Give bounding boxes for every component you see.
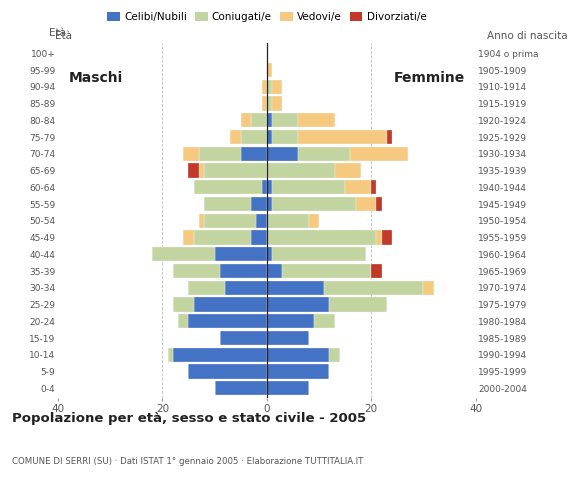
Bar — [267, 63, 272, 77]
Bar — [251, 230, 267, 245]
Bar — [272, 80, 282, 94]
Bar — [387, 130, 392, 144]
Bar — [324, 281, 423, 295]
Bar — [204, 163, 267, 178]
Bar — [188, 281, 225, 295]
Bar — [215, 381, 267, 396]
Bar — [267, 197, 272, 211]
Bar — [309, 214, 319, 228]
Bar — [423, 281, 434, 295]
Bar — [267, 180, 272, 194]
Bar — [272, 130, 298, 144]
Bar — [376, 197, 382, 211]
Bar — [194, 230, 251, 245]
Bar — [152, 247, 215, 262]
Bar — [199, 163, 204, 178]
Bar — [173, 264, 220, 278]
Bar — [272, 247, 366, 262]
Bar — [329, 298, 387, 312]
Bar — [329, 348, 340, 362]
Bar — [173, 298, 194, 312]
Bar — [188, 314, 267, 328]
Bar — [267, 96, 272, 110]
Text: Femmine: Femmine — [394, 72, 465, 85]
Bar — [298, 113, 335, 127]
Legend: Celibi/Nubili, Coniugati/e, Vedovi/e, Divorziati/e: Celibi/Nubili, Coniugati/e, Vedovi/e, Di… — [103, 8, 430, 26]
Bar — [188, 364, 267, 379]
Bar — [335, 163, 361, 178]
Bar — [178, 314, 188, 328]
Bar — [267, 214, 309, 228]
Bar — [267, 364, 329, 379]
Bar — [272, 96, 282, 110]
Bar — [220, 331, 267, 345]
Bar — [199, 147, 241, 161]
Bar — [314, 314, 335, 328]
Bar — [220, 264, 267, 278]
Bar — [230, 130, 241, 144]
Bar — [272, 197, 356, 211]
Bar — [267, 381, 309, 396]
Bar — [267, 80, 272, 94]
Bar — [251, 113, 267, 127]
Bar — [267, 130, 272, 144]
Bar — [371, 180, 376, 194]
Bar — [267, 247, 272, 262]
Bar — [262, 96, 267, 110]
Bar — [241, 113, 251, 127]
Bar — [204, 214, 256, 228]
Bar — [241, 130, 267, 144]
Bar — [267, 163, 335, 178]
Bar — [194, 180, 262, 194]
Bar — [194, 298, 267, 312]
Bar — [282, 264, 371, 278]
Bar — [272, 113, 298, 127]
Bar — [215, 247, 267, 262]
Bar — [350, 147, 408, 161]
Text: Età: Età — [49, 28, 67, 38]
Bar — [188, 163, 199, 178]
Bar — [376, 230, 382, 245]
Bar — [267, 348, 329, 362]
Bar — [262, 80, 267, 94]
Bar — [298, 147, 350, 161]
Bar — [345, 180, 371, 194]
Bar — [267, 331, 309, 345]
Bar — [168, 348, 173, 362]
Text: COMUNE DI SERRI (SU) · Dati ISTAT 1° gennaio 2005 · Elaborazione TUTTITALIA.IT: COMUNE DI SERRI (SU) · Dati ISTAT 1° gen… — [12, 456, 363, 466]
Bar — [199, 214, 204, 228]
Bar — [241, 147, 267, 161]
Text: Popolazione per età, sesso e stato civile - 2005: Popolazione per età, sesso e stato civil… — [12, 412, 366, 425]
Bar — [204, 197, 251, 211]
Bar — [183, 147, 199, 161]
Bar — [183, 230, 194, 245]
Text: Anno di nascita: Anno di nascita — [487, 31, 568, 41]
Bar — [272, 180, 345, 194]
Bar — [371, 264, 382, 278]
Bar — [267, 113, 272, 127]
Bar — [251, 197, 267, 211]
Bar — [262, 180, 267, 194]
Bar — [267, 281, 324, 295]
Bar — [382, 230, 392, 245]
Bar — [267, 147, 298, 161]
Bar — [267, 230, 376, 245]
Bar — [267, 298, 329, 312]
Bar — [225, 281, 267, 295]
Text: Età: Età — [55, 31, 72, 41]
Bar — [256, 214, 267, 228]
Bar — [173, 348, 267, 362]
Bar — [356, 197, 376, 211]
Bar — [298, 130, 387, 144]
Bar — [267, 264, 282, 278]
Bar — [267, 314, 314, 328]
Text: Maschi: Maschi — [68, 72, 123, 85]
